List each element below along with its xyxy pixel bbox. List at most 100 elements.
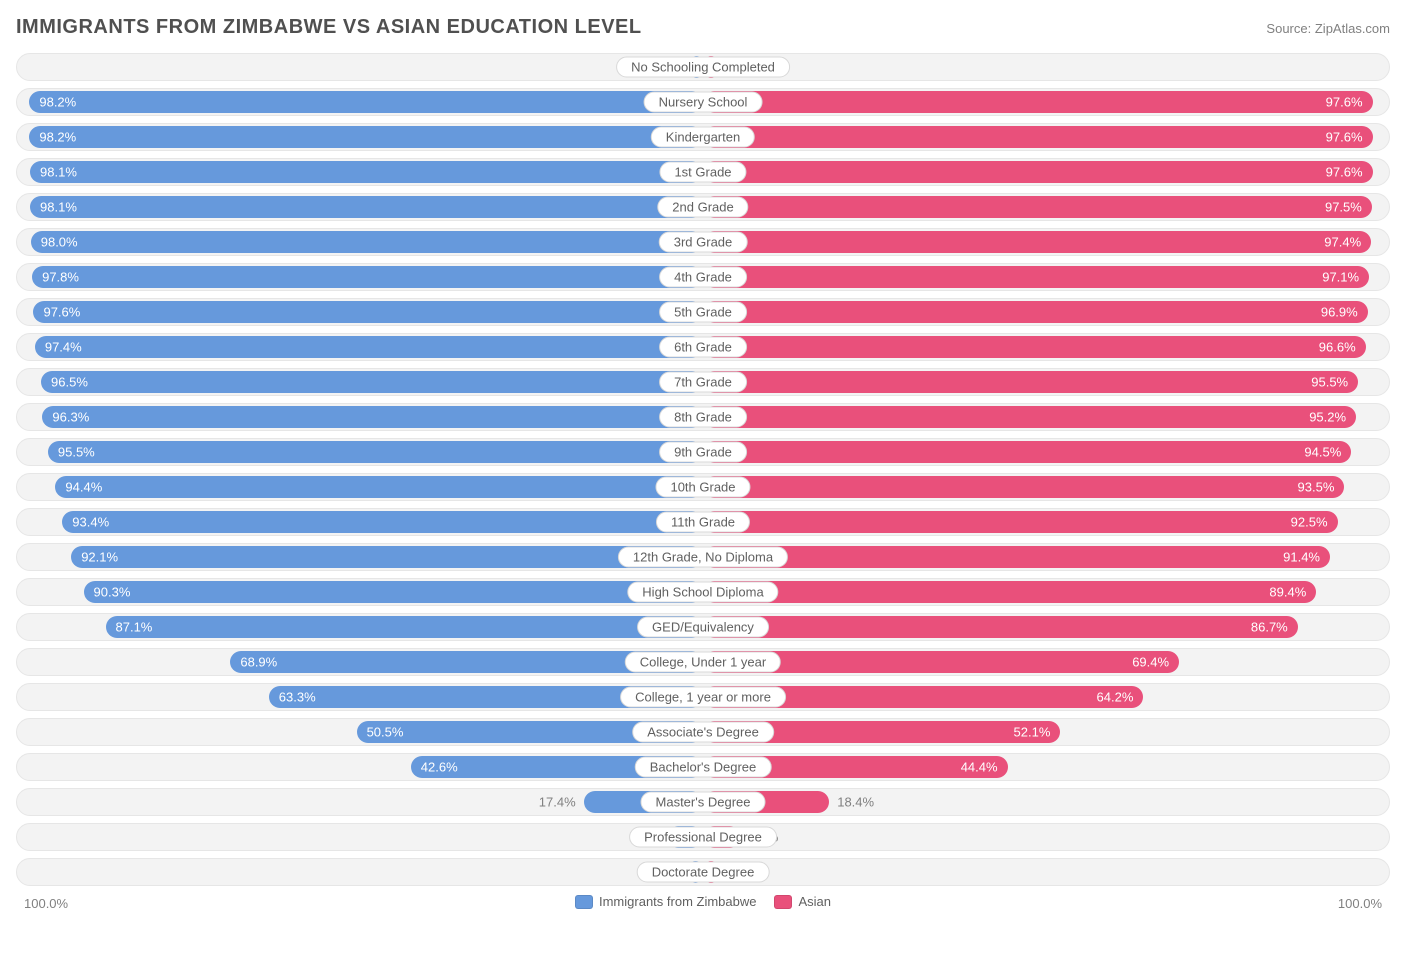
category-label: College, 1 year or more (620, 687, 786, 708)
value-left: 98.2% (39, 95, 76, 110)
row-right-half: 96.9% (703, 299, 1389, 325)
category-label: Bachelor's Degree (635, 757, 772, 778)
row-left-half: 87.1% (17, 614, 703, 640)
bar-left (30, 196, 703, 218)
chart-title: IMMIGRANTS FROM ZIMBABWE VS ASIAN EDUCAT… (16, 16, 642, 39)
legend-label-right: Asian (798, 894, 831, 909)
chart-row: 5.3%5.5%Professional Degree (16, 823, 1390, 851)
row-right-half: 89.4% (703, 579, 1389, 605)
value-right: 69.4% (1132, 655, 1169, 670)
chart-row: 98.1%97.5%2nd Grade (16, 193, 1390, 221)
row-left-half: 5.3% (17, 824, 703, 850)
row-right-half: 92.5% (703, 509, 1389, 535)
row-left-half: 98.1% (17, 159, 703, 185)
bar-right (703, 196, 1372, 218)
chart-row: 87.1%86.7%GED/Equivalency (16, 613, 1390, 641)
bar-right (703, 511, 1338, 533)
category-label: 10th Grade (655, 477, 750, 498)
category-label: 9th Grade (659, 442, 747, 463)
row-left-half: 96.3% (17, 404, 703, 430)
bar-right (703, 546, 1330, 568)
bar-left (32, 266, 703, 288)
bar-left (55, 476, 703, 498)
category-label: Master's Degree (641, 792, 766, 813)
value-left: 95.5% (58, 445, 95, 460)
legend-item-right: Asian (774, 894, 831, 909)
category-label: 3rd Grade (659, 232, 748, 253)
row-left-half: 42.6% (17, 754, 703, 780)
category-label: High School Diploma (627, 582, 778, 603)
row-left-half: 92.1% (17, 544, 703, 570)
chart-row: 17.4% 18.4% Master's Degree (16, 788, 1390, 816)
chart-row: 96.3% 95.2% 8th Grade (16, 403, 1390, 431)
chart-row: 68.9%69.4%College, Under 1 year (16, 648, 1390, 676)
bar-right (703, 616, 1298, 638)
category-label: 12th Grade, No Diploma (618, 547, 788, 568)
value-right: 97.5% (1325, 200, 1362, 215)
value-left: 93.4% (72, 515, 109, 530)
axis-label-right: 100.0% (1338, 896, 1382, 911)
chart-rows: 1.9%2.4%No Schooling Completed98.2%97.6%… (16, 53, 1390, 886)
value-left: 97.8% (42, 270, 79, 285)
bar-right (703, 301, 1368, 323)
legend-swatch-right (774, 895, 792, 909)
bar-left (29, 91, 703, 113)
row-right-half: 64.2% (703, 684, 1389, 710)
value-left: 92.1% (81, 550, 118, 565)
row-right-half: 97.4% (703, 229, 1389, 255)
row-left-half: 2.2% (17, 859, 703, 885)
row-left-half: 98.2% (17, 89, 703, 115)
bar-left (84, 581, 703, 603)
bar-left (42, 406, 703, 428)
row-left-half: 97.4% (17, 334, 703, 360)
chart-row: 97.4% 96.6% 6th Grade (16, 333, 1390, 361)
bar-left (71, 546, 703, 568)
bar-right (703, 441, 1351, 463)
bar-left (30, 161, 703, 183)
row-left-half: 1.9% (17, 54, 703, 80)
chart-row: 98.2%97.6%Nursery School (16, 88, 1390, 116)
chart-row: 92.1% 91.4% 12th Grade, No Diploma (16, 543, 1390, 571)
chart-row: 96.5%95.5%7th Grade (16, 368, 1390, 396)
chart-row: 63.3%64.2%College, 1 year or more (16, 683, 1390, 711)
row-left-half: 98.2% (17, 124, 703, 150)
chart-row: 95.5% 94.5%9th Grade (16, 438, 1390, 466)
source-label: Source: (1266, 21, 1311, 36)
row-right-half: 95.5% (703, 369, 1389, 395)
value-right: 95.2% (1309, 410, 1346, 425)
row-right-half: 96.6% (703, 334, 1389, 360)
value-right: 91.4% (1283, 550, 1320, 565)
value-left: 97.6% (43, 305, 80, 320)
category-label: 4th Grade (659, 267, 747, 288)
chart-header: IMMIGRANTS FROM ZIMBABWE VS ASIAN EDUCAT… (16, 16, 1390, 39)
row-right-half: 93.5% (703, 474, 1389, 500)
chart-row: 97.6% 96.9%5th Grade (16, 298, 1390, 326)
row-right-half: 44.4% (703, 754, 1389, 780)
value-left: 17.4% (539, 795, 576, 810)
chart-row: 93.4%92.5%11th Grade (16, 508, 1390, 536)
chart-row: 2.2%2.4%Doctorate Degree (16, 858, 1390, 886)
value-right: 95.5% (1311, 375, 1348, 390)
bar-left (62, 511, 703, 533)
category-label: 6th Grade (659, 337, 747, 358)
chart-source: Source: ZipAtlas.com (1266, 21, 1390, 36)
bar-right (703, 476, 1344, 498)
value-right: 97.1% (1322, 270, 1359, 285)
row-left-half: 97.8% (17, 264, 703, 290)
row-right-half: 94.5% (703, 439, 1389, 465)
value-right: 18.4% (837, 795, 874, 810)
category-label: Associate's Degree (632, 722, 774, 743)
value-left: 42.6% (421, 760, 458, 775)
bar-right (703, 371, 1358, 393)
row-right-half: 69.4% (703, 649, 1389, 675)
category-label: 5th Grade (659, 302, 747, 323)
value-right: 96.6% (1319, 340, 1356, 355)
bar-left (41, 371, 703, 393)
chart-row: 98.1%97.6%1st Grade (16, 158, 1390, 186)
value-left: 96.3% (52, 410, 89, 425)
row-left-half: 90.3% (17, 579, 703, 605)
chart-row: 90.3%89.4%High School Diploma (16, 578, 1390, 606)
category-label: 8th Grade (659, 407, 747, 428)
row-right-half: 97.6% (703, 159, 1389, 185)
row-left-half: 17.4% (17, 789, 703, 815)
